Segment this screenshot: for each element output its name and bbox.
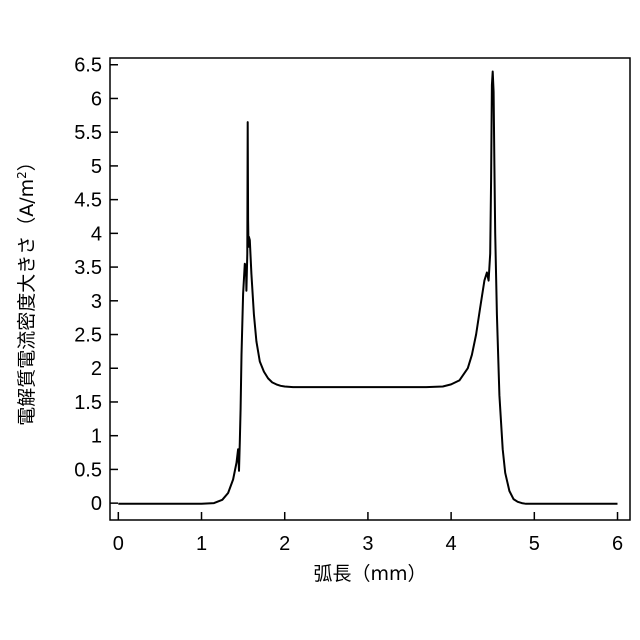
- x-tick-label: 4: [446, 533, 457, 555]
- x-tick-label: 5: [529, 533, 540, 555]
- y-tick-label: 4: [91, 223, 102, 245]
- y-axis-title: 電解質電流密度大きさ（A/m2）: [15, 152, 38, 426]
- x-axis: 0 1 2 3 4 5 6: [113, 512, 623, 555]
- y-tick-label: 1.5: [74, 392, 102, 414]
- x-tick-label: 3: [362, 533, 373, 555]
- x-tick-label: 2: [279, 533, 290, 555]
- series-line: [118, 72, 617, 504]
- y-tick-label: 0.5: [74, 459, 102, 481]
- x-tick-label: 0: [113, 533, 124, 555]
- y-tick-label: 1: [91, 426, 102, 448]
- x-tick-label: 1: [196, 533, 207, 555]
- x-axis-title: 弧長（mm）: [313, 563, 426, 585]
- y-tick-label: 5.5: [74, 122, 102, 144]
- y-axis-title-sup: 2: [15, 171, 29, 179]
- y-tick-label: 3: [91, 291, 102, 313]
- y-tick-label: 0: [91, 493, 102, 515]
- y-tick-label: 6.5: [74, 55, 102, 77]
- y-tick-label: 4.5: [74, 190, 102, 212]
- plot-frame: [110, 58, 630, 520]
- y-tick-label: 5: [91, 156, 102, 178]
- y-tick-label: 3.5: [74, 257, 102, 279]
- y-tick-label: 6: [91, 88, 102, 110]
- y-tick-label: 2: [91, 358, 102, 380]
- x-tick-label: 6: [612, 533, 623, 555]
- y-axis: 0 0.5 1 1.5 2 2.5 3 3.5 4 4.5 5 5.5 6 6.5: [74, 55, 118, 515]
- y-axis-title-close: ）: [16, 152, 38, 171]
- y-axis-title-main: 電解質電流密度大きさ（A/m: [16, 179, 38, 426]
- y-tick-label: 2.5: [74, 325, 102, 347]
